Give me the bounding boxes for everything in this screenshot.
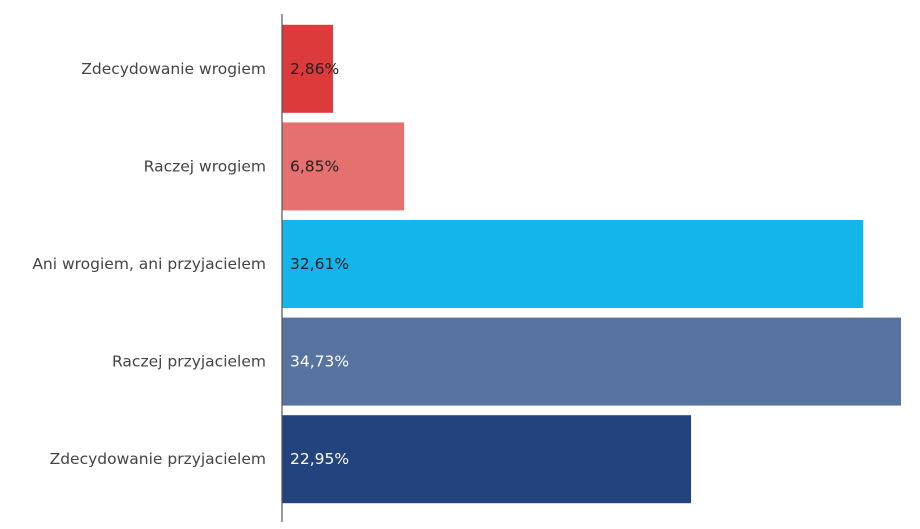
value-label-3: 32,61% [290, 255, 349, 273]
bar-1 [282, 24, 333, 113]
value-label-2: 6,85% [290, 157, 339, 175]
category-label-3: Ani wrogiem, ani przyjacielem [32, 255, 266, 273]
bar-3 [282, 220, 864, 308]
value-labels-group: 2,86% 6,85% 32,61% 34,73% 22,95% [290, 60, 349, 468]
category-labels-group: Zdecydowanie wrogiem Raczej wrogiem Ani wr… [32, 60, 266, 468]
bar-4 [282, 317, 901, 406]
value-label-1: 2,86% [290, 60, 339, 78]
category-label-2: Raczej wrogiem [144, 157, 266, 175]
category-label-1: Zdecydowanie wrogiem [81, 60, 266, 78]
bar-5 [282, 415, 692, 504]
category-label-5: Zdecydowanie przyjacielem [50, 450, 266, 468]
bar-2 [282, 122, 405, 211]
value-label-4: 34,73% [290, 353, 349, 371]
bars-group [282, 24, 901, 504]
value-label-5: 22,95% [290, 450, 349, 468]
category-label-4: Raczej przyjacielem [112, 353, 266, 371]
